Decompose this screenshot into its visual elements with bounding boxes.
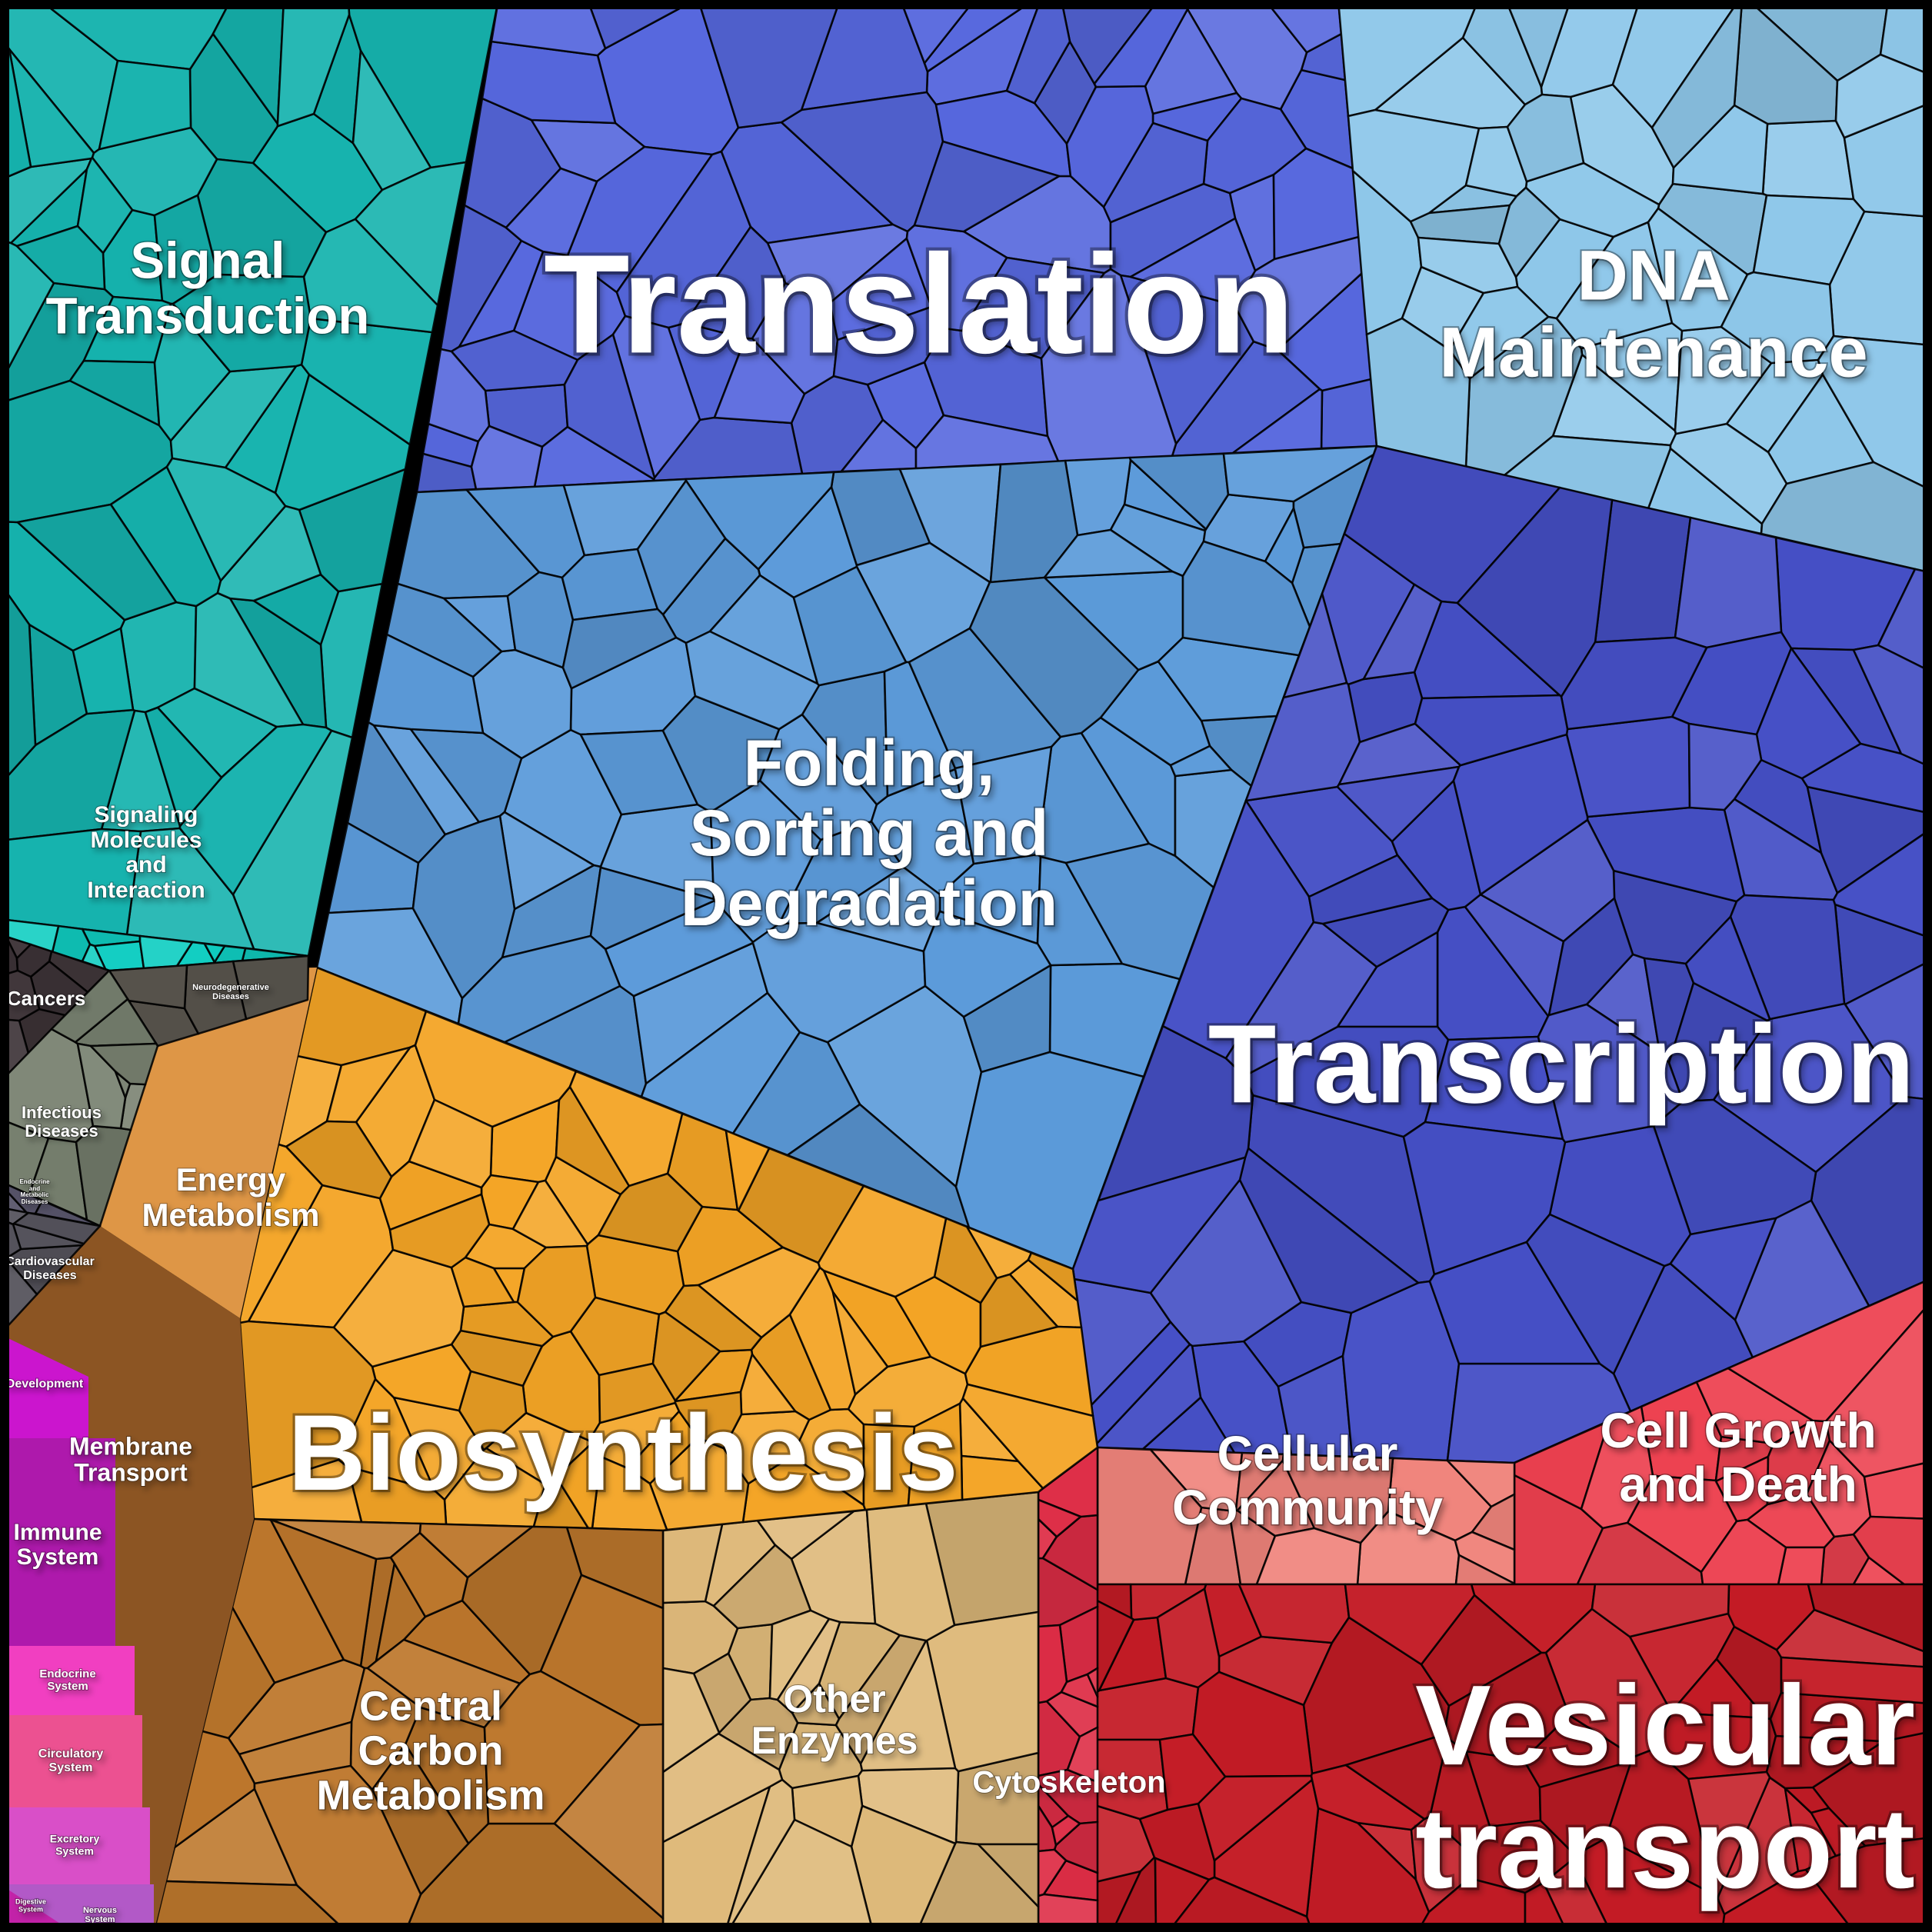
- svg-text:transport: transport: [1415, 1785, 1915, 1912]
- svg-text:Infectious: Infectious: [22, 1103, 102, 1122]
- svg-text:Transduction: Transduction: [46, 288, 370, 345]
- svg-text:System: System: [17, 1544, 99, 1570]
- svg-text:System: System: [49, 1761, 93, 1774]
- svg-text:Diseases: Diseases: [25, 1121, 98, 1141]
- svg-text:and: and: [125, 852, 166, 878]
- svg-text:Metabolism: Metabolism: [316, 1772, 545, 1818]
- svg-text:Diseases: Diseases: [23, 1269, 76, 1282]
- svg-text:Nervous: Nervous: [83, 1906, 117, 1915]
- svg-text:Cell Growth: Cell Growth: [1600, 1403, 1876, 1458]
- svg-text:Molecules: Molecules: [90, 828, 202, 853]
- svg-text:Diseases: Diseases: [22, 1198, 48, 1205]
- svg-text:Circulatory: Circulatory: [38, 1747, 104, 1760]
- svg-text:Transcription: Transcription: [1208, 1001, 1915, 1126]
- svg-text:DNA: DNA: [1577, 236, 1730, 315]
- svg-text:Excretory: Excretory: [50, 1833, 100, 1845]
- svg-text:Folding,: Folding,: [744, 727, 995, 799]
- svg-text:Endocrine: Endocrine: [39, 1667, 95, 1681]
- svg-text:Degradation: Degradation: [681, 867, 1058, 939]
- svg-text:Endocrine: Endocrine: [19, 1178, 50, 1185]
- svg-text:Cardiovascular: Cardiovascular: [5, 1255, 95, 1268]
- svg-text:Interaction: Interaction: [87, 878, 205, 903]
- svg-text:Central: Central: [359, 1683, 502, 1729]
- svg-text:Metabolic: Metabolic: [21, 1191, 49, 1198]
- svg-text:Biosynthesis: Biosynthesis: [288, 1392, 958, 1513]
- svg-text:Vesicular: Vesicular: [1415, 1662, 1915, 1789]
- svg-text:Other: Other: [783, 1677, 885, 1720]
- svg-text:System: System: [55, 1845, 94, 1857]
- svg-text:Neurodegenerative: Neurodegenerative: [192, 983, 269, 992]
- svg-text:Maintenance: Maintenance: [1439, 313, 1867, 391]
- svg-text:Sorting and: Sorting and: [690, 797, 1049, 869]
- svg-text:Signaling: Signaling: [95, 802, 198, 828]
- svg-text:Cellular: Cellular: [1217, 1426, 1398, 1481]
- svg-text:Enzymes: Enzymes: [751, 1719, 918, 1762]
- svg-text:Transport: Transport: [74, 1458, 188, 1486]
- svg-text:Development: Development: [6, 1377, 84, 1391]
- svg-text:Cytoskeleton: Cytoskeleton: [972, 1766, 1165, 1800]
- svg-text:Community: Community: [1172, 1480, 1443, 1535]
- svg-text:Energy: Energy: [176, 1161, 286, 1198]
- svg-text:System: System: [18, 1905, 43, 1913]
- svg-text:and Death: and Death: [1619, 1457, 1857, 1512]
- svg-text:Signal: Signal: [130, 232, 285, 290]
- svg-text:Diseases: Diseases: [212, 992, 249, 1001]
- svg-text:Membrane: Membrane: [69, 1432, 192, 1460]
- svg-text:Translation: Translation: [544, 225, 1294, 382]
- svg-text:System: System: [47, 1680, 88, 1693]
- svg-text:Cancers: Cancers: [7, 987, 86, 1010]
- svg-text:Carbon: Carbon: [358, 1727, 504, 1774]
- svg-text:Digestive: Digestive: [15, 1897, 46, 1905]
- svg-text:Immune: Immune: [13, 1520, 102, 1545]
- svg-text:Metabolism: Metabolism: [142, 1197, 319, 1233]
